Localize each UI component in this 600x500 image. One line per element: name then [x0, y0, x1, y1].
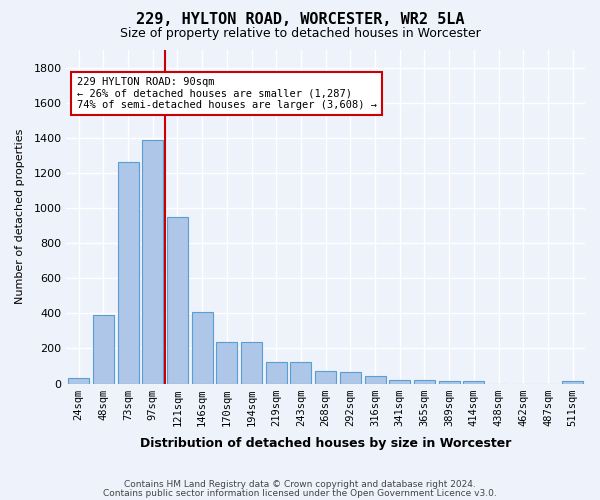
Y-axis label: Number of detached properties: Number of detached properties — [15, 129, 25, 304]
Bar — [414, 380, 435, 384]
Bar — [142, 140, 163, 384]
Text: Contains public sector information licensed under the Open Government Licence v3: Contains public sector information licen… — [103, 488, 497, 498]
Bar — [167, 217, 188, 384]
Bar — [68, 378, 89, 384]
Bar — [217, 342, 238, 384]
Bar — [365, 376, 386, 384]
Bar — [340, 372, 361, 384]
X-axis label: Distribution of detached houses by size in Worcester: Distribution of detached houses by size … — [140, 437, 511, 450]
Bar — [562, 381, 583, 384]
Bar — [290, 362, 311, 384]
Bar — [241, 342, 262, 384]
Bar — [93, 315, 114, 384]
Bar — [439, 381, 460, 384]
Bar — [191, 312, 212, 384]
Text: 229 HYLTON ROAD: 90sqm
← 26% of detached houses are smaller (1,287)
74% of semi-: 229 HYLTON ROAD: 90sqm ← 26% of detached… — [77, 77, 377, 110]
Bar — [463, 381, 484, 384]
Bar — [389, 380, 410, 384]
Text: 229, HYLTON ROAD, WORCESTER, WR2 5LA: 229, HYLTON ROAD, WORCESTER, WR2 5LA — [136, 12, 464, 28]
Text: Contains HM Land Registry data © Crown copyright and database right 2024.: Contains HM Land Registry data © Crown c… — [124, 480, 476, 489]
Text: Size of property relative to detached houses in Worcester: Size of property relative to detached ho… — [119, 28, 481, 40]
Bar — [266, 362, 287, 384]
Bar — [315, 371, 336, 384]
Bar — [118, 162, 139, 384]
